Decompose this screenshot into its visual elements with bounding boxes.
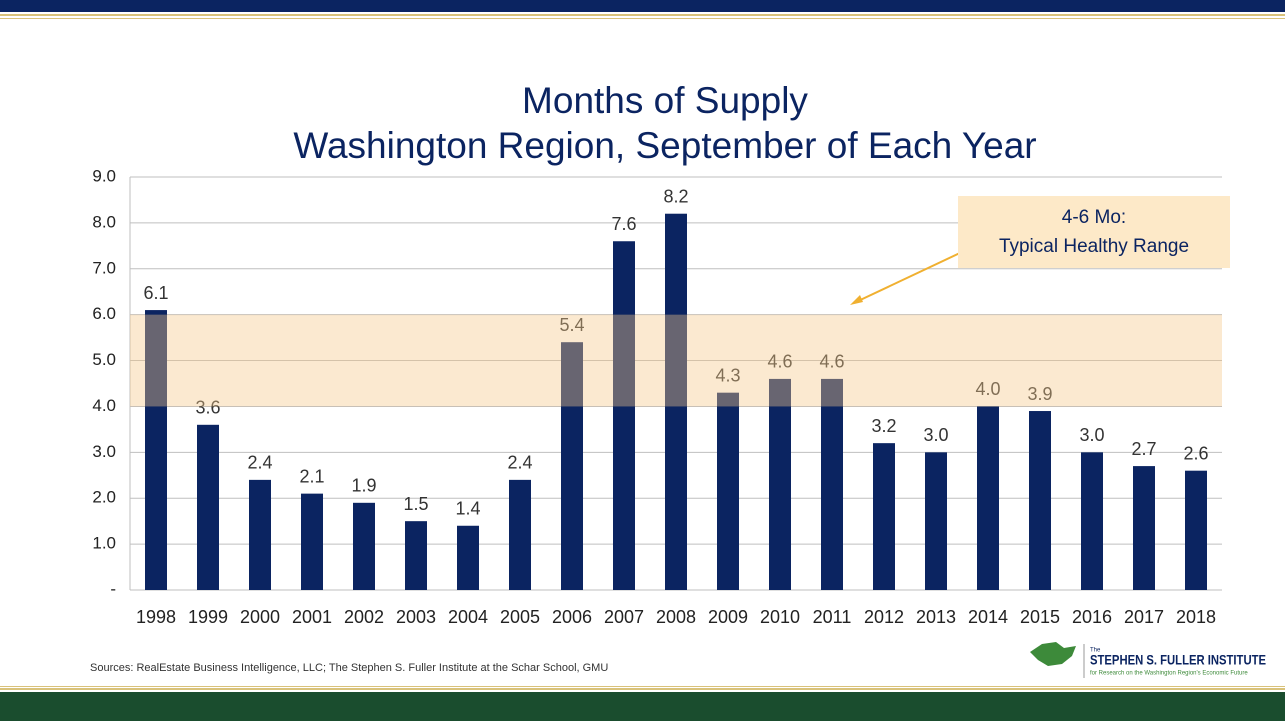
bottom-rule — [0, 688, 1285, 690]
y-tick-label: 4.0 — [92, 396, 116, 415]
x-tick-label: 2004 — [448, 607, 488, 627]
x-tick-label: 2010 — [760, 607, 800, 627]
x-tick-label: 2006 — [552, 607, 592, 627]
bar — [405, 521, 427, 590]
value-label: 4.3 — [715, 365, 740, 385]
bar — [717, 392, 739, 590]
y-tick-label: 8.0 — [92, 212, 116, 231]
y-tick-label: - — [110, 579, 116, 598]
value-label: 7.6 — [611, 214, 636, 234]
bar — [509, 479, 531, 590]
bar — [353, 502, 375, 590]
value-label: 2.6 — [1183, 443, 1208, 463]
x-tick-label: 2007 — [604, 607, 644, 627]
annotation-arrowhead — [850, 295, 863, 305]
y-tick-label: 5.0 — [92, 350, 116, 369]
value-label: 4.0 — [975, 379, 1000, 399]
annotation-text: 4-6 Mo: — [1062, 207, 1126, 228]
x-tick-label: 2015 — [1020, 607, 1060, 627]
value-label: 4.6 — [767, 352, 792, 372]
value-label: 2.4 — [247, 453, 272, 473]
value-label: 3.0 — [923, 425, 948, 445]
value-label: 3.0 — [1079, 425, 1104, 445]
logo-icon — [1030, 642, 1076, 666]
bar — [769, 378, 791, 590]
bar — [561, 342, 583, 590]
value-label: 8.2 — [663, 186, 688, 206]
x-tick-label: 2008 — [656, 607, 696, 627]
value-label: 2.1 — [299, 466, 324, 486]
bar — [977, 406, 999, 590]
bar — [301, 493, 323, 590]
bar — [613, 241, 635, 590]
x-tick-label: 2013 — [916, 607, 956, 627]
x-tick-label: 2002 — [344, 607, 384, 627]
annotation-text: Typical Healthy Range — [999, 236, 1189, 257]
bar — [145, 310, 167, 590]
value-label: 1.4 — [455, 499, 480, 519]
bottom-rule — [0, 686, 1285, 687]
x-tick-label: 2000 — [240, 607, 280, 627]
bar — [249, 479, 271, 590]
value-label: 3.2 — [871, 416, 896, 436]
logo-prefix: The — [1090, 648, 1101, 654]
value-label: 1.5 — [403, 494, 428, 514]
value-label: 5.4 — [559, 315, 584, 335]
x-tick-label: 2001 — [292, 607, 332, 627]
top-rule — [0, 14, 1285, 16]
value-label: 3.6 — [195, 398, 220, 418]
y-tick-label: 2.0 — [92, 488, 116, 507]
bar — [197, 424, 219, 590]
logo-name: STEPHEN S. FULLER INSTITUTE — [1090, 652, 1266, 668]
bar — [665, 213, 687, 590]
bar — [925, 452, 947, 590]
top-bar — [0, 0, 1285, 12]
y-tick-label: 7.0 — [92, 258, 116, 277]
bar — [821, 378, 843, 590]
healthy-range-band — [130, 314, 1222, 407]
value-label: 3.9 — [1027, 384, 1052, 404]
bar — [1133, 466, 1155, 590]
annotation-box — [958, 196, 1230, 268]
bottom-bar — [0, 692, 1285, 721]
x-tick-label: 1998 — [136, 607, 176, 627]
x-tick-label: 2018 — [1176, 607, 1216, 627]
y-tick-label: 1.0 — [92, 534, 116, 553]
bar — [1081, 452, 1103, 590]
annotation-arrow — [855, 251, 963, 303]
x-tick-label: 2016 — [1072, 607, 1112, 627]
chart-title: Months of Supply — [522, 80, 808, 121]
bar — [1029, 411, 1051, 590]
x-tick-label: 2017 — [1124, 607, 1164, 627]
x-tick-label: 2009 — [708, 607, 748, 627]
y-tick-label: 9.0 — [92, 166, 116, 185]
bar — [457, 525, 479, 590]
y-tick-label: 3.0 — [92, 442, 116, 461]
x-tick-label: 2003 — [396, 607, 436, 627]
value-label: 2.4 — [507, 453, 532, 473]
value-label: 6.1 — [143, 283, 168, 303]
x-tick-label: 2005 — [500, 607, 540, 627]
bar — [873, 443, 895, 590]
logo-tagline: for Research on the Washington Region's … — [1090, 671, 1248, 677]
x-tick-label: 2011 — [813, 607, 852, 627]
value-label: 2.7 — [1131, 439, 1156, 459]
value-label: 1.9 — [351, 476, 376, 496]
value-label: 4.6 — [819, 352, 844, 372]
y-tick-label: 6.0 — [92, 304, 116, 323]
source-note: Sources: RealEstate Business Intelligenc… — [90, 662, 608, 674]
bar — [1185, 470, 1207, 590]
top-rule — [0, 18, 1285, 19]
x-tick-label: 2014 — [968, 607, 1008, 627]
x-tick-label: 1999 — [188, 607, 228, 627]
x-tick-label: 2012 — [864, 607, 904, 627]
chart-subtitle: Washington Region, September of Each Yea… — [293, 125, 1036, 166]
